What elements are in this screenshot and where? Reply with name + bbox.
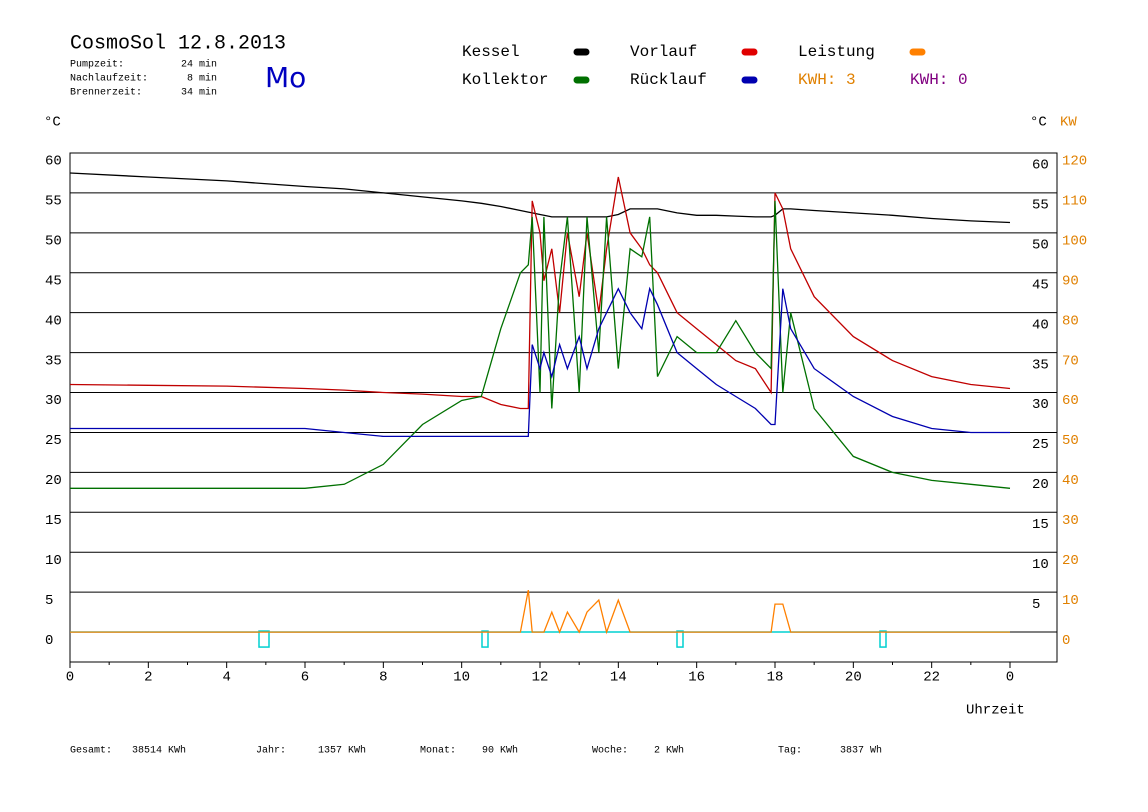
stat-value: 3837 Wh bbox=[840, 745, 882, 757]
x-tick-label: 12 bbox=[532, 670, 549, 686]
y-tick-label: 15 bbox=[45, 513, 62, 529]
y2-tick-label: 30 bbox=[1062, 513, 1079, 529]
y-tick-label-right: 30 bbox=[1032, 397, 1049, 413]
y-tick-label-right: 10 bbox=[1032, 557, 1049, 573]
x-tick-label: 16 bbox=[688, 670, 705, 686]
x-tick-label: 8 bbox=[379, 670, 387, 686]
time-label: Pumpzeit: bbox=[70, 59, 124, 71]
y-tick-label-right: 40 bbox=[1032, 317, 1049, 333]
y-axis-label-right: °C bbox=[1030, 115, 1047, 131]
y-tick-label: 25 bbox=[45, 433, 62, 449]
legend-label: Kollektor bbox=[462, 71, 548, 89]
x-tick-label: 14 bbox=[610, 670, 627, 686]
y-axis-label: °C bbox=[44, 115, 61, 131]
y2-tick-label: 10 bbox=[1062, 593, 1079, 609]
y-tick-label: 30 bbox=[45, 393, 62, 409]
time-value: 8 min bbox=[187, 73, 217, 85]
y-tick-label-right: 25 bbox=[1032, 437, 1049, 453]
x-tick-label: 4 bbox=[222, 670, 230, 686]
y-tick-label-right: 20 bbox=[1032, 477, 1049, 493]
x-tick-label: 6 bbox=[301, 670, 309, 686]
base-marker bbox=[676, 630, 684, 648]
y-tick-label-right: 5 bbox=[1032, 597, 1040, 613]
y-tick-label: 50 bbox=[45, 234, 62, 250]
y2-tick-label: 90 bbox=[1062, 273, 1079, 289]
stat-label: Monat: bbox=[420, 746, 456, 757]
y-tick-label-right: 55 bbox=[1032, 198, 1049, 214]
legend-label: Leistung bbox=[798, 43, 875, 61]
stat-label: Gesamt: bbox=[70, 746, 112, 757]
base-marker bbox=[481, 630, 489, 648]
chart-title: CosmoSol 12.8.2013 bbox=[70, 32, 286, 55]
y-tick-label: 20 bbox=[45, 473, 62, 489]
y-tick-label-right: 45 bbox=[1032, 277, 1049, 293]
y2-tick-label: 120 bbox=[1062, 154, 1087, 170]
x-tick-label: 0 bbox=[1006, 670, 1014, 686]
stat-label: Woche: bbox=[592, 745, 628, 757]
y2-tick-label: 70 bbox=[1062, 353, 1079, 369]
series-line bbox=[70, 589, 1010, 635]
kwh-label: KWH: 0 bbox=[910, 71, 968, 89]
y-tick-label: 40 bbox=[45, 313, 62, 329]
x-tick-label: 2 bbox=[144, 670, 152, 686]
stat-value: 90 KWh bbox=[482, 745, 518, 757]
kwh-label: KWH: 3 bbox=[798, 71, 856, 89]
series-line bbox=[70, 200, 1011, 489]
base-marker bbox=[258, 630, 270, 648]
legend-label: Kessel bbox=[462, 43, 520, 61]
y-tick-label: 5 bbox=[45, 593, 53, 609]
y-tick-label: 0 bbox=[45, 633, 53, 649]
x-tick-label: 20 bbox=[845, 670, 862, 686]
series-line bbox=[70, 286, 1010, 438]
x-axis-label: Uhrzeit bbox=[966, 703, 1025, 719]
y2-axis-label: KW bbox=[1060, 115, 1077, 131]
y2-tick-label: 60 bbox=[1062, 393, 1079, 409]
y-tick-label: 45 bbox=[45, 273, 62, 289]
y-tick-label: 35 bbox=[45, 353, 62, 369]
stat-value: 1357 KWh bbox=[318, 745, 366, 757]
x-tick-label: 10 bbox=[453, 670, 470, 686]
time-label: Nachlaufzeit: bbox=[70, 73, 148, 85]
y-tick-label: 10 bbox=[45, 553, 62, 569]
y-tick-label-right: 15 bbox=[1032, 517, 1049, 533]
stat-label: Jahr: bbox=[256, 745, 286, 757]
weekday: Mo bbox=[265, 61, 306, 94]
y2-tick-label: 0 bbox=[1062, 633, 1070, 649]
time-value: 24 min bbox=[181, 59, 217, 71]
x-tick-label: 18 bbox=[767, 670, 784, 686]
y2-tick-label: 80 bbox=[1062, 313, 1079, 329]
stat-value: 38514 KWh bbox=[132, 745, 186, 757]
stat-value: 2 KWh bbox=[654, 745, 684, 757]
y2-tick-label: 20 bbox=[1062, 553, 1079, 569]
y2-tick-label: 40 bbox=[1062, 473, 1079, 489]
y2-tick-label: 100 bbox=[1062, 234, 1087, 250]
base-marker bbox=[879, 630, 887, 648]
legend-label: Vorlauf bbox=[630, 43, 697, 61]
x-tick-label: 22 bbox=[923, 670, 940, 686]
stat-label: Tag: bbox=[778, 746, 802, 757]
x-tick-label: 0 bbox=[66, 670, 74, 686]
y-tick-label: 60 bbox=[45, 154, 62, 170]
time-value: 34 min bbox=[181, 87, 217, 99]
time-label: Brennerzeit: bbox=[70, 87, 142, 99]
y-tick-label-right: 50 bbox=[1032, 238, 1049, 254]
y2-tick-label: 50 bbox=[1062, 433, 1079, 449]
legend-label: Rücklauf bbox=[630, 71, 707, 89]
series-line bbox=[69, 172, 1011, 224]
y-tick-label: 55 bbox=[45, 194, 62, 210]
y2-tick-label: 110 bbox=[1062, 194, 1087, 210]
y-tick-label-right: 35 bbox=[1032, 357, 1049, 373]
y-tick-label-right: 60 bbox=[1032, 158, 1049, 174]
